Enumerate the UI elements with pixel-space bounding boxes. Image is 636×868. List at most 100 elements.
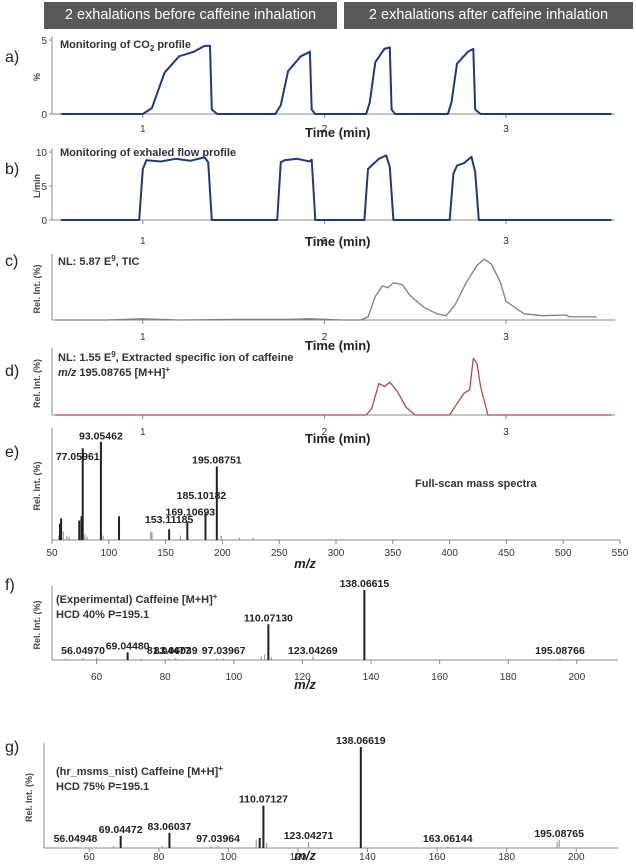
peak-label: 163.06144: [423, 833, 473, 845]
x-axis-label: Time (min): [305, 125, 371, 140]
peak-label: 138.06615: [340, 578, 390, 590]
title-part: Monitoring of exhaled flow profile: [60, 147, 236, 159]
x-tick-label: 2: [322, 124, 328, 135]
peak-label: 93.05462: [79, 431, 123, 443]
peak-label: 185.10182: [177, 490, 227, 502]
x-tick-label: 2: [322, 332, 328, 343]
y-tick-label: 10: [36, 148, 48, 159]
title-part: +: [213, 592, 218, 601]
x-tick-label: 60: [84, 852, 96, 863]
x-tick-label: 100: [100, 548, 117, 559]
y-tick-label: 0: [41, 216, 47, 227]
x-tick-label: 1: [140, 427, 146, 438]
x-tick-label: 60: [91, 672, 103, 683]
x-tick-label: 3: [503, 124, 509, 135]
x-tick-label: 200: [568, 672, 585, 683]
chart-title: (hr_msms_nist) Caffeine [M+H]+: [56, 764, 223, 778]
x-tick-label: 140: [359, 852, 376, 863]
title-part: , TIC: [116, 256, 140, 268]
peak-label: 83.06039: [154, 645, 198, 657]
y-axis-label: L/min: [32, 174, 42, 198]
y-axis-label: Rel. Int. (%): [32, 461, 42, 510]
title-part: NL: 5.87 E: [58, 256, 111, 268]
chart-title: Monitoring of CO2 profile: [60, 39, 191, 53]
peak-label: 77.05961: [56, 451, 100, 463]
peak-label: 110.07130: [244, 612, 293, 624]
x-axis-label: m/z: [294, 848, 316, 863]
x-tick-label: 250: [271, 548, 288, 559]
peak-label: 56.04970: [61, 645, 105, 657]
y-axis-label: Rel. Int. (%): [32, 600, 42, 649]
panel-label: g): [5, 739, 19, 756]
peak-label: 69.04472: [99, 824, 143, 836]
chart-subtitle: m/z 195.08765 [M+H]+: [58, 365, 170, 379]
subtitle-part: 195.08765 [M+H]: [76, 367, 165, 379]
x-tick-label: 2: [322, 427, 328, 438]
x-axis-label: m/z: [294, 556, 316, 571]
title-part: 9: [111, 350, 116, 359]
panel-label: d): [5, 363, 19, 380]
title-part: 9: [111, 254, 116, 263]
title-part: 2: [150, 44, 155, 53]
series-line: [61, 44, 612, 115]
peak-label: 110.07127: [239, 794, 288, 806]
chart-title: NL: 1.55 E9, Extracted specific ion of c…: [58, 350, 294, 364]
x-tick-label: 150: [157, 548, 174, 559]
title-part: profile: [154, 39, 191, 51]
peak-label: 195.08766: [535, 645, 585, 657]
chart-title: NL: 5.87 E9, TIC: [58, 254, 140, 268]
x-tick-label: 120: [290, 852, 307, 863]
x-tick-label: 100: [225, 672, 242, 683]
x-tick-label: 180: [500, 672, 517, 683]
x-tick-label: 3: [503, 236, 509, 247]
x-tick-label: 1: [140, 236, 146, 247]
x-tick-label: 80: [160, 672, 172, 683]
peak-label: 56.04948: [54, 833, 98, 845]
y-tick-label: 5: [41, 182, 47, 193]
y-tick-label: 0: [41, 110, 47, 121]
series-line: [61, 154, 612, 221]
x-tick-label: 140: [363, 672, 380, 683]
x-tick-label: 400: [441, 548, 458, 559]
x-tick-label: 120: [294, 672, 311, 683]
peak-label: 83.06037: [148, 821, 192, 833]
peak-label: 138.06619: [336, 735, 386, 747]
title-part: Monitoring of CO: [60, 39, 150, 51]
peak-label: 69.04480: [106, 640, 150, 652]
x-tick-label: 200: [214, 548, 231, 559]
title-part: +: [218, 764, 223, 773]
peak-label: 97.03967: [202, 645, 246, 657]
peak-label: 123.04271: [284, 830, 334, 842]
y-tick-label: 5: [41, 36, 47, 47]
subtitle-part: +: [165, 365, 170, 374]
title-part: (hr_msms_nist) Caffeine [M+H]: [56, 766, 219, 778]
x-tick-label: 500: [555, 548, 572, 559]
peak-label: 153.11185: [145, 514, 194, 526]
x-tick-label: 180: [498, 852, 515, 863]
x-axis-label: Time (min): [305, 431, 371, 446]
peak-label: 169.10693: [165, 507, 215, 519]
peak-label: 81.04477: [147, 645, 191, 657]
x-tick-label: 3: [503, 332, 509, 343]
x-axis-label: Time (min): [305, 338, 371, 353]
panel-label: f): [5, 577, 15, 594]
chart-title: Full-scan mass spectra: [415, 478, 538, 490]
x-tick-label: 300: [328, 548, 345, 559]
x-tick-label: 3: [503, 427, 509, 438]
chart-title: (Experimental) Caffeine [M+H]+: [56, 592, 218, 606]
panel-label: a): [5, 49, 19, 66]
peak-label: 123.04269: [288, 645, 338, 657]
x-tick-label: 50: [46, 548, 58, 559]
series-line: [55, 258, 597, 321]
x-tick-label: 450: [498, 548, 515, 559]
peak-label: 195.08765: [534, 828, 584, 840]
header-after: 2 exhalations after caffeine inhalation: [344, 2, 633, 29]
subtitle-part: m/z: [58, 367, 77, 379]
header-before: 2 exhalations before caffeine inhalation: [44, 2, 337, 29]
title-part: , Extracted specific ion of caffeine: [116, 352, 294, 364]
x-tick-label: 160: [429, 852, 446, 863]
y-axis-label: Rel. Int. (%): [32, 264, 42, 313]
x-tick-label: 100: [220, 852, 237, 863]
x-tick-label: 1: [140, 332, 146, 343]
y-axis-label: Rel. Int. (%): [32, 359, 42, 408]
